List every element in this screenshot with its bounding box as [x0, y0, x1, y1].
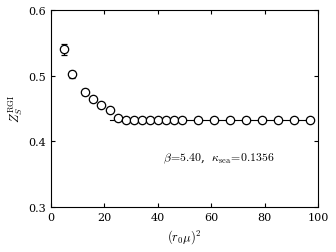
Y-axis label: $Z_S^{\rm RGI}$: $Z_S^{\rm RGI}$ [7, 95, 25, 123]
Text: $\beta\!=\!5.40$,  $\kappa_{\rm sea}\!=\!0.1356$: $\beta\!=\!5.40$, $\kappa_{\rm sea}\!=\!… [163, 151, 275, 165]
X-axis label: $(r_0\mu)^2$: $(r_0\mu)^2$ [167, 227, 202, 245]
